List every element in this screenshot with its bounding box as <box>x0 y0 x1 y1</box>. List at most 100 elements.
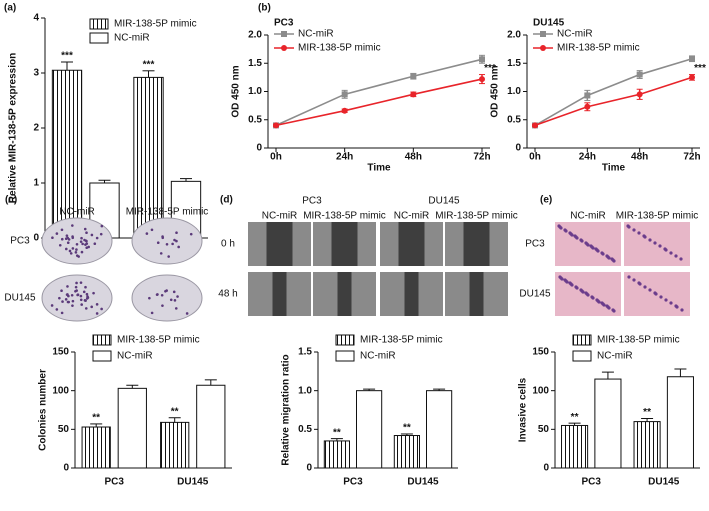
significance: ** <box>171 406 179 417</box>
panel-label: (d) <box>220 195 233 206</box>
point <box>689 55 695 62</box>
colony <box>83 227 87 231</box>
column-label: MIR-138-5P mimic <box>616 211 699 222</box>
colony <box>75 281 78 285</box>
bar <box>561 424 589 469</box>
y-axis-label: Colonies number <box>38 369 49 451</box>
panel-label: (b) <box>258 3 271 14</box>
row-label: 48 h <box>218 289 237 300</box>
colony <box>165 243 169 246</box>
y-tick-label: 1.5 <box>248 58 262 69</box>
bar <box>323 440 350 469</box>
colony <box>84 307 88 310</box>
x-tick-label: DU145 <box>648 477 680 488</box>
colony <box>75 248 78 251</box>
point <box>532 122 538 129</box>
colony <box>177 245 180 249</box>
cell <box>570 233 574 237</box>
colony <box>75 243 79 246</box>
column-label: MIR-138-5P mimic <box>303 211 386 222</box>
colony <box>55 232 59 235</box>
colony <box>66 300 70 304</box>
y-tick-label: 1.0 <box>298 385 312 396</box>
legend-swatch <box>335 334 355 346</box>
y-tick-label: 0 <box>515 143 521 154</box>
colony <box>84 243 87 246</box>
y-tick-label: 1.0 <box>248 86 262 97</box>
legend-label: NC-miR <box>597 351 633 362</box>
y-tick-label: 0.5 <box>248 114 262 125</box>
colony <box>189 232 193 236</box>
point <box>636 91 643 98</box>
legend-swatch <box>572 334 592 346</box>
cell <box>643 285 647 289</box>
point <box>341 91 348 98</box>
colony <box>85 292 89 296</box>
colony <box>150 228 154 232</box>
bar <box>666 376 694 469</box>
x-tick-label: 72h <box>683 152 700 163</box>
cell <box>654 292 658 296</box>
wound-gap <box>272 272 287 316</box>
legend-label: NC-miR <box>298 29 334 40</box>
colony <box>173 238 176 242</box>
colony <box>145 232 149 235</box>
bar <box>356 390 383 469</box>
colony <box>80 250 84 254</box>
legend-swatch <box>572 350 592 362</box>
cell <box>559 226 563 230</box>
cell <box>601 252 605 256</box>
y-tick-label: 0 <box>33 233 39 244</box>
point <box>410 73 417 80</box>
colony <box>58 296 61 300</box>
cell <box>637 231 641 235</box>
y-tick-label: 1.0 <box>507 86 521 97</box>
y-tick-label: 50 <box>58 424 70 435</box>
cell <box>679 257 683 261</box>
colony <box>79 298 83 302</box>
colony <box>95 236 99 240</box>
line <box>275 78 483 127</box>
column-label: NC-miR <box>570 211 606 222</box>
y-tick-label: 0 <box>306 463 312 474</box>
significance: ** <box>333 427 341 438</box>
point <box>689 74 695 81</box>
colony <box>100 307 103 311</box>
row-label: PC3 <box>525 239 545 250</box>
y-tick-label: 2.0 <box>507 30 521 41</box>
colony <box>75 289 78 292</box>
colony <box>64 298 68 301</box>
y-axis-label: Relative MIR-138-5P expression <box>8 53 19 203</box>
cell <box>560 277 564 281</box>
point <box>584 103 591 110</box>
legend-swatch <box>92 334 112 346</box>
colony <box>169 298 173 302</box>
colony <box>93 242 97 246</box>
y-tick-label: 2 <box>33 123 39 134</box>
row-label: DU145 <box>4 293 36 304</box>
x-tick-label: PC3 <box>582 477 602 488</box>
y-axis-label: Relative migration ratio <box>281 354 292 465</box>
colony <box>68 249 72 253</box>
y-tick-label: 150 <box>52 347 69 358</box>
cell <box>632 228 636 232</box>
x-tick-label: 24h <box>336 152 353 163</box>
colony <box>80 303 83 306</box>
colony <box>185 312 189 315</box>
point <box>273 122 279 129</box>
bar <box>81 426 111 469</box>
significance: *** <box>484 63 496 74</box>
colony <box>66 241 70 244</box>
line <box>275 58 483 127</box>
colony <box>76 293 79 297</box>
colony <box>69 252 73 255</box>
cell <box>570 283 574 287</box>
colony <box>75 254 79 257</box>
cell <box>632 278 636 282</box>
colony <box>81 242 84 246</box>
cell <box>575 286 579 290</box>
colony <box>160 293 164 297</box>
point <box>341 107 348 114</box>
y-tick-label: 1.5 <box>298 347 312 358</box>
panel-label: (a) <box>4 3 16 14</box>
